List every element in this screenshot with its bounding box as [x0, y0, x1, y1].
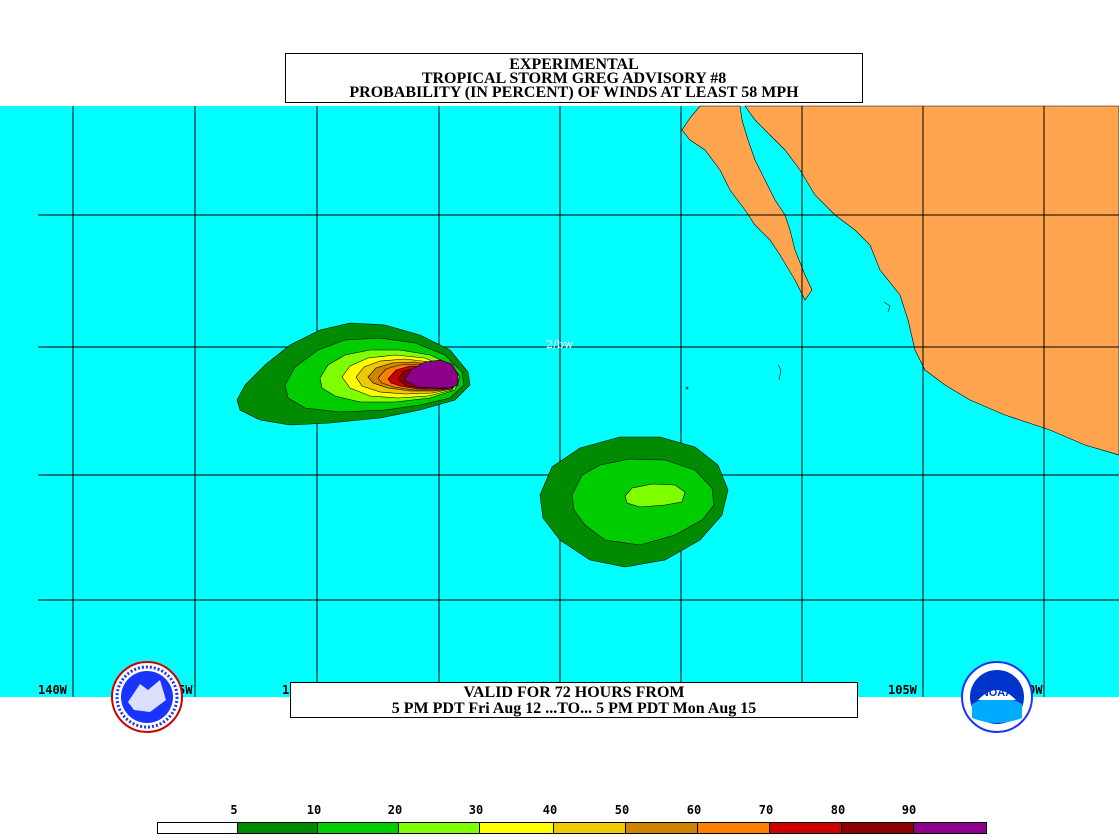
- lat-lon-grid: [38, 106, 1119, 697]
- legend-swatch-5: [158, 823, 238, 833]
- legend-label-80: 80: [830, 803, 846, 817]
- legend-label-60: 60: [686, 803, 702, 817]
- land-mainland-mexico: [744, 105, 1119, 456]
- legend-color-bar: [157, 822, 987, 834]
- noaa-logo: NOAA: [961, 661, 1033, 733]
- legend-label-40: 40: [542, 803, 558, 817]
- legend-label-70: 70: [758, 803, 774, 817]
- lon-label-130w: 1: [282, 683, 290, 697]
- legend-label-5: 5: [230, 803, 238, 817]
- valid-line-1: VALID FOR 72 HOURS FROM: [463, 684, 685, 701]
- title-box: EXPERIMENTAL TROPICAL STORM GREG ADVISOR…: [285, 53, 863, 103]
- legend-swatch-80: [770, 823, 842, 833]
- legend-label-30: 30: [468, 803, 484, 817]
- storm-marker-label: 2/bw: [546, 338, 574, 351]
- nws-logo: [111, 661, 183, 733]
- valid-period-box: VALID FOR 72 HOURS FROM 5 PM PDT Fri Aug…: [290, 682, 858, 718]
- legend-swatch-100: [914, 823, 986, 833]
- valid-line-2: 5 PM PDT Fri Aug 12 ...TO... 5 PM PDT Mo…: [391, 700, 757, 717]
- small-islands: [685, 301, 891, 390]
- legend-label-50: 50: [614, 803, 630, 817]
- legend-swatch-50: [554, 823, 626, 833]
- title-line-2: TROPICAL STORM GREG ADVISORY #8: [421, 70, 727, 87]
- land-baja-california: [681, 105, 813, 301]
- legend-swatch-70: [698, 823, 770, 833]
- noaa-logo-text: NOAA: [981, 687, 1013, 699]
- legend-swatch-60: [626, 823, 698, 833]
- legend-swatch-20: [318, 823, 399, 833]
- title-line-1: EXPERIMENTAL: [509, 56, 639, 73]
- lon-label-140w: 140W: [38, 683, 67, 697]
- title-line-3: PROBABILITY (IN PERCENT) OF WINDS AT LEA…: [349, 84, 799, 101]
- legend-swatch-10: [238, 823, 318, 833]
- legend-swatch-30: [399, 823, 480, 833]
- legend-swatch-40: [480, 823, 554, 833]
- lon-label-105w: 105W: [888, 683, 917, 697]
- storm-probability-contours-south: [539, 436, 729, 568]
- legend-label-20: 20: [387, 803, 403, 817]
- legend-swatch-90: [842, 823, 914, 833]
- legend-label-90: 90: [901, 803, 917, 817]
- legend-label-10: 10: [306, 803, 322, 817]
- storm-probability-contours-north: [236, 322, 471, 426]
